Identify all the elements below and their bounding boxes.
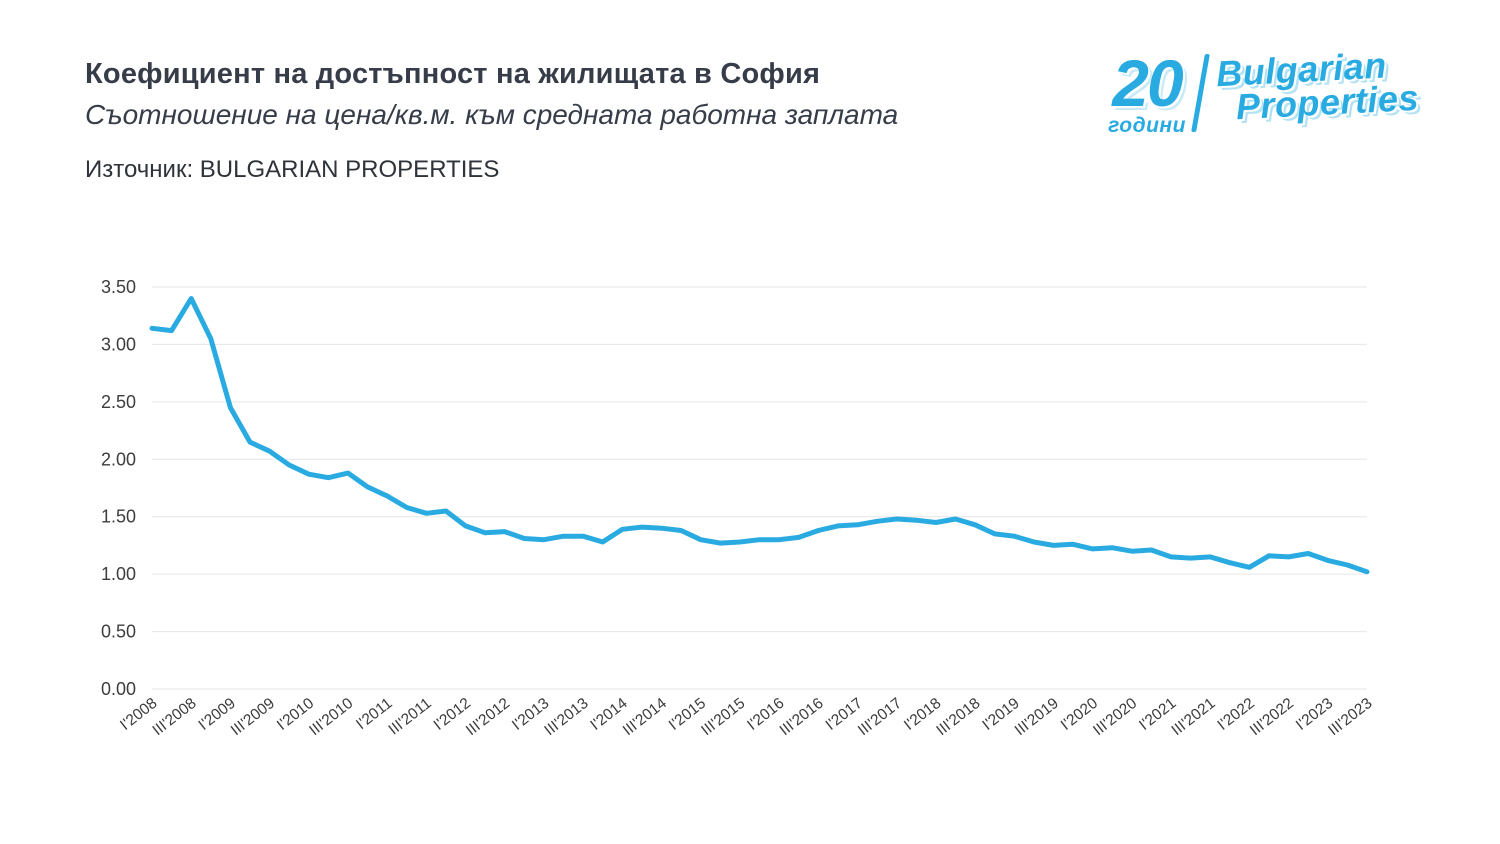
- x-axis-tick-label: III'2010: [306, 695, 356, 740]
- y-axis-tick-label: 2.50: [101, 392, 136, 412]
- x-axis-tick-label: III'2008: [149, 695, 199, 739]
- x-axis-tick-label: III'2021: [1169, 695, 1219, 739]
- x-axis-tick-label: III'2019: [1012, 695, 1062, 739]
- x-axis-tick-label: III'2015: [698, 695, 748, 739]
- x-axis-tick-label: III'2009: [228, 695, 278, 739]
- x-axis-tick-label: III'2022: [1247, 695, 1297, 739]
- logo-divider: [1191, 54, 1210, 132]
- y-axis-tick-label: 0.50: [101, 622, 136, 642]
- logo-20-number: 20: [1112, 46, 1183, 120]
- y-axis-tick-label: 0.00: [101, 679, 136, 699]
- logo-brand-line2: Properties: [1234, 76, 1420, 128]
- data-line-series: [149, 296, 1370, 575]
- x-axis-tick-label: III'2017: [855, 695, 905, 739]
- y-axis-tick-label: 1.50: [101, 507, 136, 527]
- y-axis-tick-label: 3.00: [101, 334, 136, 354]
- y-axis-tick-label: 1.00: [101, 564, 136, 584]
- y-axis-tick-label: 3.50: [101, 277, 136, 297]
- x-axis-tick-label: III'2020: [1090, 695, 1140, 740]
- source-label: Източник: BULGARIAN PROPERTIES: [85, 156, 500, 183]
- x-axis-tick-label: III'2013: [541, 695, 591, 739]
- line-chart: 0.00 0.50 1.00 1.50 2.00 2.50 3.00 3.50 I'2008 II…: [70, 253, 1400, 773]
- y-axis-tick-label: 2.00: [101, 449, 136, 469]
- chart-svg: 0.000.501.001.502.002.503.003.50I'2008II…: [101, 277, 1376, 740]
- logo-brand: Bulgarian Properties: [1215, 44, 1420, 128]
- x-axis-tick-label: III'2016: [777, 695, 827, 739]
- x-axis-tick-label: III'2014: [620, 695, 670, 740]
- logo-years-label: години: [1108, 114, 1186, 137]
- chart-header: Коефициент на достъпност на жилищата в С…: [85, 58, 898, 131]
- page-subtitle: Съотношение на цена/кв.м. към средната р…: [85, 99, 899, 130]
- page-title: Коефициент на достъпност на жилищата в С…: [85, 58, 821, 90]
- logo-20-years: 20 години: [1108, 46, 1186, 138]
- x-axis-tick-label: III'2012: [463, 695, 513, 739]
- x-axis-tick-label: III'2011: [386, 695, 435, 739]
- x-axis-tick-label: III'2023: [1325, 695, 1375, 739]
- bulgarian-properties-logo: 20 години Bulgarian Properties: [1108, 44, 1420, 138]
- x-axis-tick-label: III'2018: [933, 695, 983, 739]
